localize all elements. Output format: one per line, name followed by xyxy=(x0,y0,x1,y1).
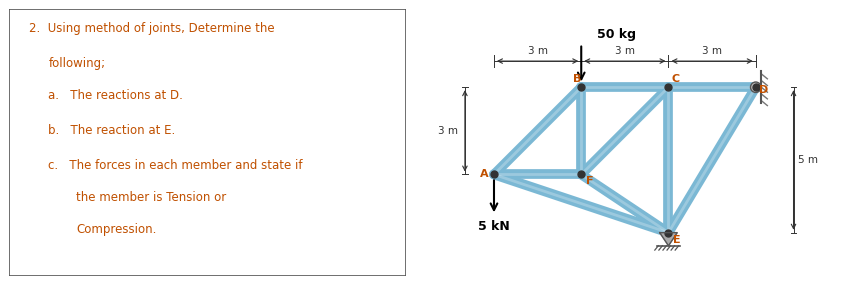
Text: 2.  Using method of joints, Determine the: 2. Using method of joints, Determine the xyxy=(29,22,274,35)
Text: 50 kg: 50 kg xyxy=(597,28,636,41)
Text: a.   The reactions at D.: a. The reactions at D. xyxy=(48,89,183,102)
Text: D: D xyxy=(759,85,768,95)
Text: A: A xyxy=(480,170,488,180)
Text: B: B xyxy=(573,74,581,84)
Polygon shape xyxy=(660,233,677,246)
Text: F: F xyxy=(586,176,594,186)
Text: 5 m: 5 m xyxy=(797,155,818,165)
Text: 5 kN: 5 kN xyxy=(478,220,510,233)
Text: 3 m: 3 m xyxy=(615,46,635,56)
Text: 3 m: 3 m xyxy=(438,126,458,136)
FancyBboxPatch shape xyxy=(9,9,406,276)
Text: C: C xyxy=(671,74,680,84)
Text: Compression.: Compression. xyxy=(76,223,156,236)
Text: following;: following; xyxy=(48,57,105,70)
Text: E: E xyxy=(673,235,681,245)
Text: 3 m: 3 m xyxy=(702,46,722,56)
Text: the member is Tension or: the member is Tension or xyxy=(76,191,226,204)
Text: c.   The forces in each member and state if: c. The forces in each member and state i… xyxy=(48,158,303,172)
Text: 3 m: 3 m xyxy=(528,46,548,56)
Circle shape xyxy=(751,82,761,92)
Text: b.   The reaction at E.: b. The reaction at E. xyxy=(48,124,175,137)
